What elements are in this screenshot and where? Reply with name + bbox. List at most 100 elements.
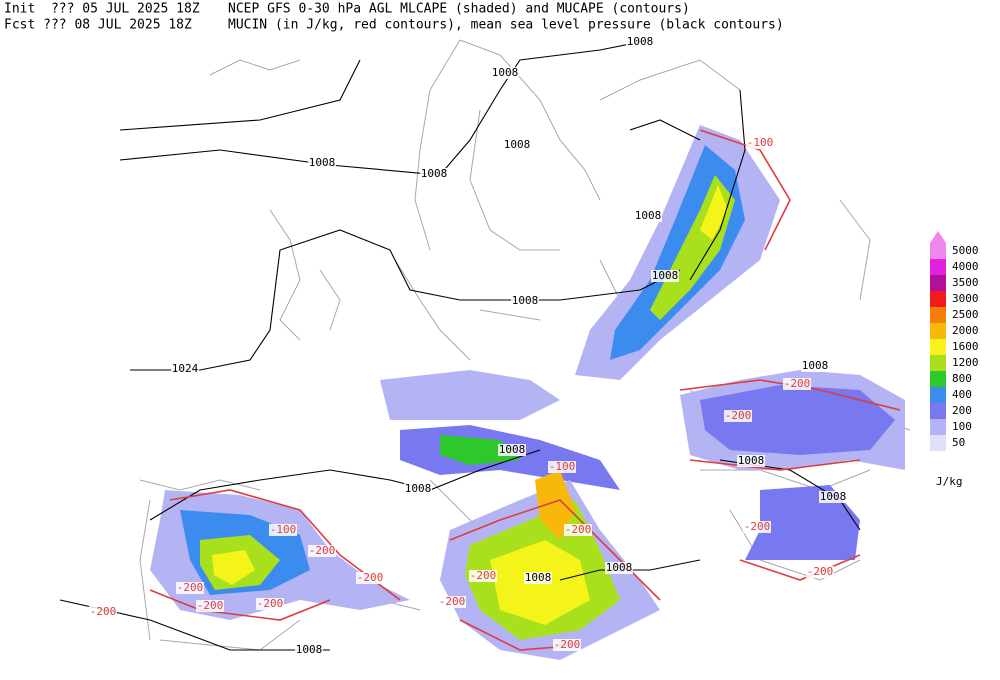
shade bbox=[700, 185, 728, 240]
label-bg bbox=[564, 524, 592, 536]
shade bbox=[380, 370, 560, 420]
label-bg bbox=[420, 168, 448, 180]
legend-label: 3000 bbox=[952, 292, 979, 305]
label-bg bbox=[548, 461, 576, 473]
contour-label: 1008 bbox=[525, 571, 552, 584]
legend-unit: J/kg bbox=[936, 475, 963, 488]
contour-label: 1008 bbox=[499, 443, 526, 456]
shade bbox=[745, 485, 860, 560]
shade bbox=[700, 385, 895, 455]
contour-label: -200 bbox=[470, 569, 497, 582]
shade bbox=[212, 550, 255, 585]
shade bbox=[440, 435, 520, 465]
label-bg bbox=[295, 644, 323, 656]
contour-label: 1008 bbox=[421, 167, 448, 180]
legend-label: 3500 bbox=[952, 276, 979, 289]
label-bg bbox=[605, 562, 633, 574]
contour-label: 1008 bbox=[738, 454, 765, 467]
header-description: MUCIN (in J/kg, red contours), mean sea … bbox=[228, 18, 784, 33]
legend-swatch bbox=[930, 291, 946, 307]
contour-label: 1008 bbox=[504, 138, 531, 151]
label-bg bbox=[89, 606, 117, 618]
label-bg bbox=[491, 67, 519, 79]
legend-label: 200 bbox=[952, 404, 972, 417]
label-bg bbox=[308, 157, 336, 169]
legend-swatch bbox=[930, 371, 946, 387]
label-bg bbox=[806, 566, 834, 578]
contour-label: 1008 bbox=[627, 35, 654, 48]
legend-swatch bbox=[930, 323, 946, 339]
legend-label: 100 bbox=[952, 420, 972, 433]
legend-label: 4000 bbox=[952, 260, 979, 273]
legend-label: 1600 bbox=[952, 340, 979, 353]
label-bg bbox=[743, 521, 771, 533]
contour-label: 1008 bbox=[512, 294, 539, 307]
legend-label: 2500 bbox=[952, 308, 979, 321]
label-bg bbox=[503, 139, 531, 151]
label-bg bbox=[308, 545, 336, 557]
contour-label: -200 bbox=[807, 565, 834, 578]
label-bg bbox=[196, 600, 224, 612]
contour-label: -200 bbox=[177, 581, 204, 594]
legend: 5000 4000 3500 3000 2500 2000 1600 1200 800 400 20… bbox=[930, 231, 979, 488]
legend-label: 2000 bbox=[952, 324, 979, 337]
isobar bbox=[629, 89, 746, 281]
legend-label: 5000 bbox=[952, 244, 979, 257]
header-description: NCEP GFS 0-30 hPa AGL MLCAPE (shaded) an… bbox=[228, 2, 690, 17]
contour-label: -100 bbox=[747, 136, 774, 149]
label-bg bbox=[783, 378, 811, 390]
label-bg bbox=[356, 572, 384, 584]
contour-labels: 1008 1008 1008 1008 1008 1008 1008 1008 1024 -100… bbox=[89, 35, 847, 656]
contour-label: -100 bbox=[270, 523, 297, 536]
label-bg bbox=[634, 210, 662, 222]
contour-label: -200 bbox=[257, 597, 284, 610]
header-run: Init ??? 05 JUL 2025 18Z bbox=[4, 2, 200, 17]
legend-swatch bbox=[930, 387, 946, 403]
label-bg bbox=[511, 295, 539, 307]
cin-contour bbox=[149, 489, 661, 651]
legend-label: 1200 bbox=[952, 356, 979, 369]
contour-label: -200 bbox=[309, 544, 336, 557]
shade bbox=[535, 470, 575, 540]
label-bg bbox=[404, 483, 432, 495]
contour-label: 1008 bbox=[492, 66, 519, 79]
label-bg bbox=[171, 363, 199, 375]
contour-label: 1008 bbox=[309, 156, 336, 169]
label-bg bbox=[469, 570, 497, 582]
label-bg bbox=[553, 639, 581, 651]
pressure-contours bbox=[59, 39, 861, 651]
isobar bbox=[119, 39, 651, 176]
contour-label: -200 bbox=[197, 599, 224, 612]
legend-label: 400 bbox=[952, 388, 972, 401]
header-run: Fcst ??? 08 JUL 2025 18Z bbox=[4, 18, 192, 33]
legend-label: 800 bbox=[952, 372, 972, 385]
label-bg bbox=[524, 572, 552, 584]
legend-swatch bbox=[930, 355, 946, 371]
label-bg bbox=[819, 491, 847, 503]
contour-label: 1008 bbox=[405, 482, 432, 495]
contour-label: 1008 bbox=[820, 490, 847, 503]
legend-arrow bbox=[930, 231, 946, 243]
contour-label: 1008 bbox=[802, 359, 829, 372]
contour-label: -200 bbox=[439, 595, 466, 608]
legend-swatch bbox=[930, 435, 946, 451]
contour-label: -200 bbox=[784, 377, 811, 390]
cape-shading bbox=[150, 125, 905, 660]
label-bg bbox=[801, 360, 829, 372]
isobar bbox=[119, 59, 361, 131]
label-bg bbox=[737, 455, 765, 467]
label-bg bbox=[724, 410, 752, 422]
legend-swatch bbox=[930, 339, 946, 355]
contour-label: -200 bbox=[90, 605, 117, 618]
legend-label: 50 bbox=[952, 436, 965, 449]
legend-swatch bbox=[930, 243, 946, 259]
label-bg bbox=[498, 444, 526, 456]
legend-swatch bbox=[930, 275, 946, 291]
isobar bbox=[130, 229, 681, 371]
legend-swatch bbox=[930, 307, 946, 323]
legend-swatch bbox=[930, 259, 946, 275]
contour-label: 1024 bbox=[172, 362, 199, 375]
contour-label: -200 bbox=[565, 523, 592, 536]
legend-swatch bbox=[930, 419, 946, 435]
label-bg bbox=[176, 582, 204, 594]
